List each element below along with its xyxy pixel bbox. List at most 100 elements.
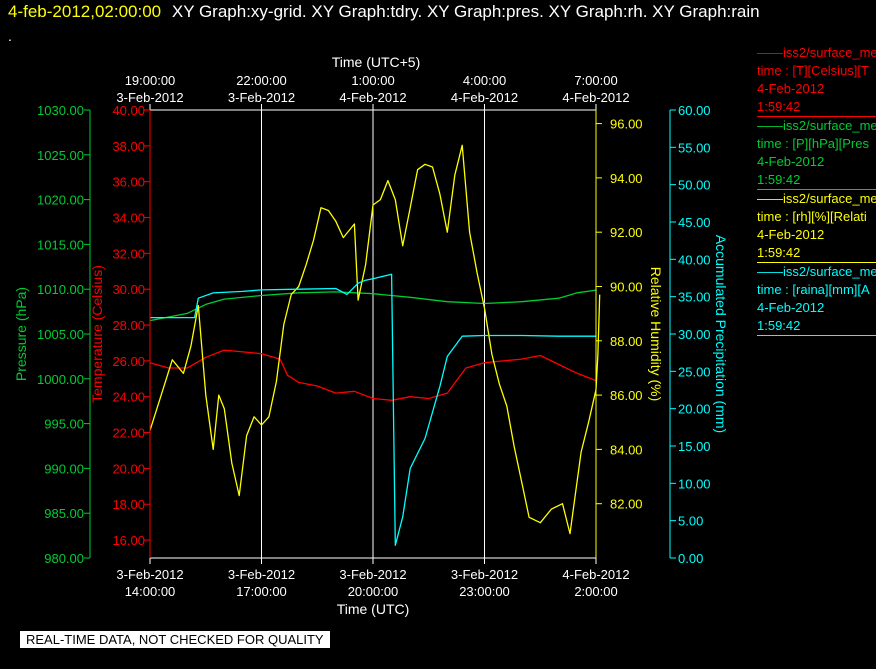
temp-tick-label-11: 38.00 (112, 139, 145, 154)
rh-tick-label-2: 86.00 (610, 388, 643, 403)
axes-group: Time (UTC) 3-Feb-2012 14:00:00 3-Feb-2012 17… (13, 54, 729, 617)
rain-tick-label-12: 60.00 (678, 103, 711, 118)
rh-tick-label-4: 90.00 (610, 279, 643, 294)
legend-line2: time : [T][Celsius][T (757, 63, 869, 78)
rain-tick-label-2: 10.00 (678, 476, 711, 491)
temp-tick-label-6: 28.00 (112, 318, 145, 333)
bottom-tick-time-3: 23:00:00 (459, 584, 510, 599)
temp-tick-label-4: 24.00 (112, 390, 145, 405)
rain-axis-title: Accumulated Precipitation (mm) (713, 235, 729, 433)
time-grid (261, 110, 485, 558)
temp-tick-label-3: 22.00 (112, 426, 145, 441)
top-tick-date-1: 3-Feb-2012 (228, 90, 295, 105)
legend: ——iss2/surface_me time : [T][Celsius][T 4-… (757, 44, 876, 336)
legend-time: 1:59:42 (757, 318, 801, 333)
legend-line1: ——iss2/surface_me (757, 45, 876, 60)
rain-tick-label-7: 35.00 (678, 290, 711, 305)
pres-tick-label-3: 995.00 (44, 417, 84, 432)
quality-notice: REAL-TIME DATA, NOT CHECKED FOR QUALITY (20, 631, 330, 648)
top-tick-time-3: 4:00:00 (463, 73, 506, 88)
legend-date: 4-Feb-2012 (757, 227, 825, 242)
legend-line1: ——iss2/surface_me (757, 118, 876, 133)
bottom-axis-title: Time (UTC) (337, 601, 410, 617)
temp-tick-label-1: 18.00 (112, 497, 145, 512)
top-tick-date-4: 4-Feb-2012 (562, 90, 629, 105)
rain-tick-label-8: 40.00 (678, 252, 711, 267)
legend-date: 4-Feb-2012 (757, 81, 825, 96)
temp-tick-label-7: 30.00 (112, 282, 145, 297)
legend-line1: ——iss2/surface_me (757, 191, 876, 206)
pres-tick-label-4: 1000.00 (37, 372, 84, 387)
bottom-tick-date-1: 3-Feb-2012 (228, 567, 295, 582)
top-tick-time-0: 19:00:00 (125, 73, 176, 88)
pres-tick-label-8: 1020.00 (37, 193, 84, 208)
pres-tick-label-1: 985.00 (44, 506, 84, 521)
rh-tick-label-5: 92.00 (610, 225, 643, 240)
rain-tick-label-0: 0.00 (678, 551, 703, 566)
top-tick-time-4: 7:00:00 (574, 73, 617, 88)
top-tick-time-2: 1:00:00 (351, 73, 394, 88)
legend-line2: time : [rh][%][Relati (757, 209, 867, 224)
temp-tick-label-5: 26.00 (112, 354, 145, 369)
rh-series-line (149, 144, 601, 535)
legend-line2: time : [raina][mm][A (757, 282, 870, 297)
rain-tick-label-6: 30.00 (678, 327, 711, 342)
series-group (149, 144, 601, 546)
pres-tick-label-0: 980.00 (44, 551, 84, 566)
legend-line1: ——iss2/surface_me (757, 264, 876, 279)
rain-tick-label-11: 55.00 (678, 140, 711, 155)
temp-tick-label-8: 32.00 (112, 246, 145, 261)
pres-axis-title: Pressure (hPa) (13, 287, 29, 381)
bottom-tick-time-2: 20:00:00 (348, 584, 399, 599)
temp-series-line (149, 349, 597, 401)
rain-tick-label-4: 20.00 (678, 402, 711, 417)
temp-tick-label-12: 40.00 (112, 103, 145, 118)
pres-tick-label-5: 1005.00 (37, 327, 84, 342)
bottom-tick-date-4: 4-Feb-2012 (562, 567, 629, 582)
temp-tick-label-9: 34.00 (112, 211, 145, 226)
top-tick-time-1: 22:00:00 (236, 73, 287, 88)
pres-tick-label-6: 1010.00 (37, 282, 84, 297)
temp-axis-title: Temperature (Celsius) (89, 265, 105, 403)
rh-tick-label-0: 82.00 (610, 497, 643, 512)
header-graph-list: XY Graph:xy-grid. XY Graph:tdry. XY Grap… (171, 2, 760, 21)
rh-tick-label-1: 84.00 (610, 442, 643, 457)
temp-tick-label-2: 20.00 (112, 461, 145, 476)
pres-tick-label-2: 990.00 (44, 461, 84, 476)
pres-series-line (149, 289, 597, 322)
pres-tick-label-9: 1025.00 (37, 148, 84, 163)
pres-tick-label-10: 1030.00 (37, 103, 84, 118)
rain-tick-label-1: 5.00 (678, 514, 703, 529)
top-axis-title: Time (UTC+5) (332, 54, 421, 70)
rh-tick-label-3: 88.00 (610, 334, 643, 349)
legend-time: 1:59:42 (757, 99, 801, 114)
temp-tick-label-10: 36.00 (112, 175, 145, 190)
top-tick-date-0: 3-Feb-2012 (116, 90, 183, 105)
legend-date: 4-Feb-2012 (757, 154, 825, 169)
top-tick-date-2: 4-Feb-2012 (339, 90, 406, 105)
legend-line2: time : [P][hPa][Pres (757, 136, 869, 151)
bottom-tick-date-3: 3-Feb-2012 (451, 567, 518, 582)
header-dot: . (8, 28, 12, 44)
bottom-tick-date-0: 3-Feb-2012 (116, 567, 183, 582)
rh-axis-title: Relative Humidity (%) (648, 267, 664, 402)
graph-header: 4-feb-2012,02:00:00 XY Graph:xy-grid. XY… (8, 2, 760, 22)
rh-tick-label-6: 94.00 (610, 171, 643, 186)
temp-tick-label-0: 16.00 (112, 533, 145, 548)
bottom-tick-date-2: 3-Feb-2012 (339, 567, 406, 582)
header-datetime: 4-feb-2012,02:00:00 (8, 2, 162, 21)
legend-time: 1:59:42 (757, 245, 801, 260)
pres-tick-label-7: 1015.00 (37, 237, 84, 252)
rain-tick-label-5: 25.00 (678, 364, 711, 379)
rain-tick-label-9: 45.00 (678, 215, 711, 230)
legend-time: 1:59:42 (757, 172, 801, 187)
rain-tick-label-10: 50.00 (678, 178, 711, 193)
legend-date: 4-Feb-2012 (757, 300, 825, 315)
bottom-tick-time-4: 2:00:00 (574, 584, 617, 599)
rain-tick-label-3: 15.00 (678, 439, 711, 454)
rain-series-line (150, 273, 596, 546)
